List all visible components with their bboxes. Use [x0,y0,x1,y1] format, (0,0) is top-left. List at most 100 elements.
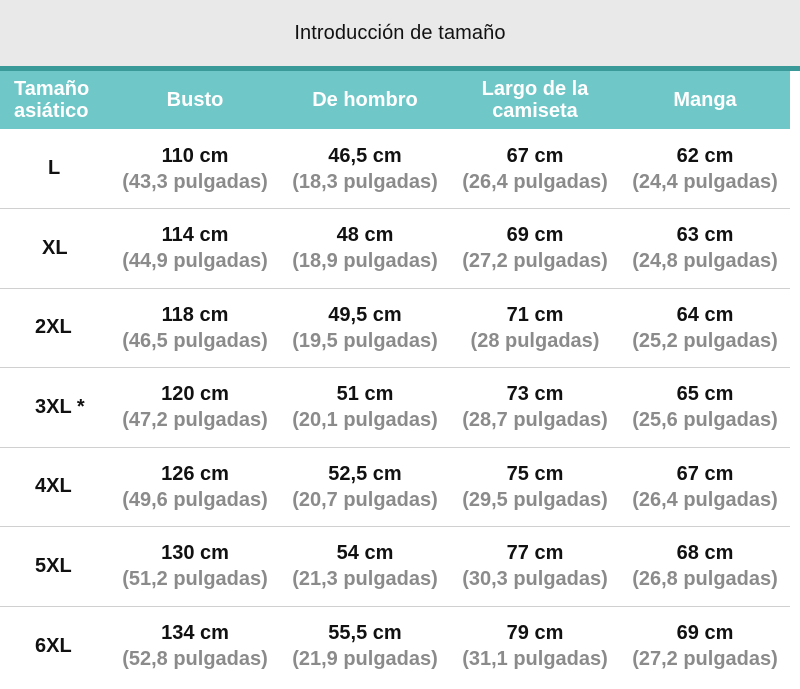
length-inch-value: (31,1 pulgadas) [462,648,608,670]
table-row: 2XL 118 cm (46,5 pulgadas) 49,5 cm (19,5 pul… [0,288,790,368]
sleeve-cm-value: 62 cm [676,144,734,167]
table-row: XL 114 cm (44,9 pulgadas) 48 cm (18,9 pulgad… [0,209,790,289]
sleeve-cm-value: 65 cm [676,383,734,406]
length-inch-value: (28 pulgadas) [470,329,600,352]
length-cell: 73 cm (28,7 pulgadas) [450,368,620,448]
shoulder-cm-value: 55,5 cm [328,622,402,644]
shoulder-cm-value: 46,5 cm [328,144,402,167]
shoulder-inch-value: (18,9 pulgadas) [292,250,438,273]
bust-cm-value: 130 cm [161,542,229,565]
shoulder-cm-value: 48 cm [336,224,394,247]
sleeve-cell: 69 cm (27,2 pulgadas) [620,606,790,686]
sleeve-inch-value: (27,2 pulgadas) [632,648,778,670]
length-inch-value: (30,3 pulgadas) [462,568,608,591]
shoulder-cell: 51 cm (20,1 pulgadas) [280,368,450,448]
shoulder-cm-value: 54 cm [336,542,394,565]
length-cell: 75 cm (29,5 pulgadas) [450,447,620,527]
bust-cell: 114 cm (44,9 pulgadas) [110,209,280,289]
sleeve-inch-value: (24,8 pulgadas) [632,250,778,273]
sleeve-inch-value: (25,2 pulgadas) [632,329,778,352]
table-title: Introducción de tamaño [0,0,800,66]
table-row: 4XL 126 cm (49,6 pulgadas) 52,5 cm (20,7 pul… [0,447,790,527]
shoulder-cm-value: 51 cm [336,383,394,406]
bust-cm-value: 118 cm [161,303,229,326]
bust-cell: 126 cm (49,6 pulgadas) [110,447,280,527]
size-cell: L [48,157,61,179]
shoulder-inch-value: (18,3 pulgadas) [292,170,438,193]
bust-cm-value: 114 cm [161,224,229,247]
table-header-row: Tamaño asiático Busto De hombro Largo de … [0,71,790,129]
length-cell: 79 cm (31,1 pulgadas) [450,606,620,686]
size-cell: XL [42,236,68,259]
length-inch-value: (29,5 pulgadas) [462,488,608,511]
bust-inch-value: (44,9 pulgadas) [122,250,268,273]
bust-inch-value: (52,8 pulgadas) [122,648,268,670]
header-length: Largo de la camiseta [481,78,589,122]
header-shoulder: De hombro [312,89,418,111]
sleeve-cell: 63 cm (24,8 pulgadas) [620,209,790,289]
shoulder-cell: 55,5 cm (21,9 pulgadas) [280,606,450,686]
bust-cell: 118 cm (46,5 pulgadas) [110,288,280,368]
sleeve-cm-value: 64 cm [676,303,734,326]
bust-cm-value: 134 cm [161,622,229,644]
bust-inch-value: (43,3 pulgadas) [122,170,268,193]
shoulder-inch-value: (20,1 pulgadas) [292,409,438,432]
shoulder-cell: 54 cm (21,3 pulgadas) [280,527,450,607]
length-cell: 71 cm (28 pulgadas) [450,288,620,368]
length-cm-value: 67 cm [506,144,564,167]
length-cm-value: 75 cm [506,462,564,485]
shoulder-cell: 48 cm (18,9 pulgadas) [280,209,450,289]
accent-divider [0,66,800,71]
sleeve-cm-value: 68 cm [676,542,734,565]
length-inch-value: (26,4 pulgadas) [462,170,608,193]
bust-inch-value: (51,2 pulgadas) [122,568,268,591]
size-cell: 2XL [35,316,72,339]
table-row: 5XL 130 cm (51,2 pulgadas) 54 cm (21,3 pulga… [0,527,790,607]
table-row: L 110 cm (43,3 pulgadas) 46,5 cm (18,3 pulga… [0,129,790,209]
shoulder-inch-value: (20,7 pulgadas) [292,488,438,511]
header-size: Tamaño asiático [14,78,90,122]
sleeve-cm-value: 63 cm [676,224,734,247]
header-sleeve: Manga [673,89,737,111]
sleeve-cell: 64 cm (25,2 pulgadas) [620,288,790,368]
sleeve-cell: 68 cm (26,8 pulgadas) [620,527,790,607]
length-inch-value: (28,7 pulgadas) [462,409,608,432]
shoulder-inch-value: (21,3 pulgadas) [292,568,438,591]
shoulder-cell: 52,5 cm (20,7 pulgadas) [280,447,450,527]
sleeve-cell: 65 cm (25,6 pulgadas) [620,368,790,448]
size-cell: 5XL [35,554,72,577]
bust-cm-value: 110 cm [161,144,229,167]
bust-inch-value: (47,2 pulgadas) [122,409,268,432]
header-bust: Busto [166,89,224,111]
sleeve-cell: 62 cm (24,4 pulgadas) [620,129,790,209]
size-cell: 3XL * [35,395,85,418]
size-cell: 4XL [35,475,72,498]
sleeve-cm-value: 69 cm [676,622,734,644]
size-chart-table: Tamaño asiático Busto De hombro Largo de … [0,71,790,686]
table-row: 3XL * 120 cm (47,2 pulgadas) 51 cm (20,1 pul… [0,368,790,448]
bust-inch-value: (46,5 pulgadas) [122,329,268,352]
length-inch-value: (27,2 pulgadas) [462,250,608,273]
sleeve-cm-value: 67 cm [676,462,734,485]
length-cm-value: 77 cm [506,542,564,565]
length-cm-value: 79 cm [506,622,564,644]
length-cell: 67 cm (26,4 pulgadas) [450,129,620,209]
bust-inch-value: (49,6 pulgadas) [122,488,268,511]
length-cm-value: 69 cm [506,224,564,247]
bust-cm-value: 120 cm [161,383,229,406]
bust-cell: 134 cm (52,8 pulgadas) [110,606,280,686]
shoulder-cell: 49,5 cm (19,5 pulgadas) [280,288,450,368]
shoulder-cell: 46,5 cm (18,3 pulgadas) [280,129,450,209]
length-cell: 77 cm (30,3 pulgadas) [450,527,620,607]
shoulder-cm-value: 52,5 cm [328,462,402,485]
shoulder-inch-value: (21,9 pulgadas) [292,648,438,670]
sleeve-inch-value: (24,4 pulgadas) [632,170,778,193]
sleeve-inch-value: (26,8 pulgadas) [632,568,778,591]
bust-cell: 120 cm (47,2 pulgadas) [110,368,280,448]
sleeve-inch-value: (26,4 pulgadas) [632,488,778,511]
length-cell: 69 cm (27,2 pulgadas) [450,209,620,289]
table-row: 6XL 134 cm (52,8 pulgadas) 55,5 cm (21,9 pul… [0,606,790,686]
length-cm-value: 73 cm [506,383,564,406]
shoulder-inch-value: (19,5 pulgadas) [292,329,438,352]
sleeve-cell: 67 cm (26,4 pulgadas) [620,447,790,527]
